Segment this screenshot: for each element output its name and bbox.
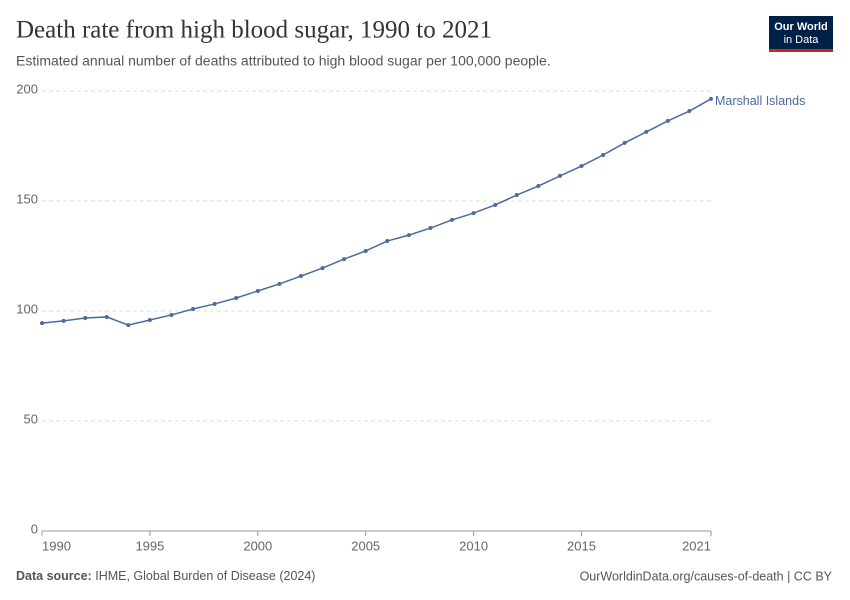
data-point [622, 140, 627, 145]
y-tick-label: 100 [16, 301, 38, 316]
logo[interactable]: Our World in Data [769, 16, 833, 52]
data-point [687, 109, 692, 114]
data-point [428, 226, 433, 231]
source-text: IHME, Global Burden of Disease (2024) [95, 569, 315, 583]
chart-title: Death rate from high blood sugar, 1990 t… [16, 17, 492, 44]
x-tick-label: 2005 [351, 538, 380, 553]
data-point [104, 314, 109, 319]
x-tick-label: 2000 [243, 538, 272, 553]
data-point [61, 318, 66, 323]
x-tick-label: 1995 [135, 538, 164, 553]
data-point [277, 281, 282, 286]
logo-text: in Data [784, 34, 820, 46]
data-point [169, 312, 174, 317]
data-point [147, 318, 152, 323]
data-point [536, 184, 541, 189]
x-tick-label: 1990 [42, 538, 71, 553]
series-line [41, 98, 712, 326]
footer-source: Data source: IHME, Global Burden of Dise… [16, 569, 315, 583]
data-point [298, 274, 303, 279]
logo-bar [769, 49, 833, 52]
data-point [601, 153, 606, 158]
data-point [471, 211, 476, 216]
data-point [126, 323, 131, 328]
y-tick-label: 200 [16, 81, 38, 96]
series-label: Marshall Islands [715, 94, 805, 108]
chart-subtitle: Estimated annual number of deaths attrib… [16, 53, 551, 69]
logo-box [769, 16, 833, 52]
data-point [83, 316, 88, 321]
data-point [40, 321, 44, 326]
data-point [450, 217, 455, 222]
data-point [557, 173, 562, 178]
data-point [255, 288, 260, 293]
data-point [514, 193, 519, 198]
footer-url[interactable]: OurWorldinData.org/causes-of-death | CC … [580, 569, 833, 583]
data-point [363, 248, 368, 253]
data-point [493, 202, 498, 207]
data-point [385, 239, 390, 244]
y-tick-label: 0 [31, 521, 38, 536]
data-point [234, 296, 239, 301]
data-point [644, 129, 649, 134]
x-tick-label: 2010 [459, 538, 488, 553]
data-point [579, 164, 584, 169]
data-point [320, 266, 325, 271]
data-point [212, 301, 217, 306]
y-tick-label: 50 [24, 411, 38, 426]
data-point [191, 307, 196, 312]
x-tick-label: 2015 [567, 538, 596, 553]
data-point [406, 233, 411, 238]
data-point [709, 96, 713, 101]
data-point [342, 257, 347, 262]
x-tick-label: 2021 [682, 538, 711, 553]
y-tick-label: 150 [16, 191, 38, 206]
source-label: Data source: [16, 569, 92, 583]
logo-text: Our World [774, 21, 828, 33]
data-point [665, 118, 670, 123]
